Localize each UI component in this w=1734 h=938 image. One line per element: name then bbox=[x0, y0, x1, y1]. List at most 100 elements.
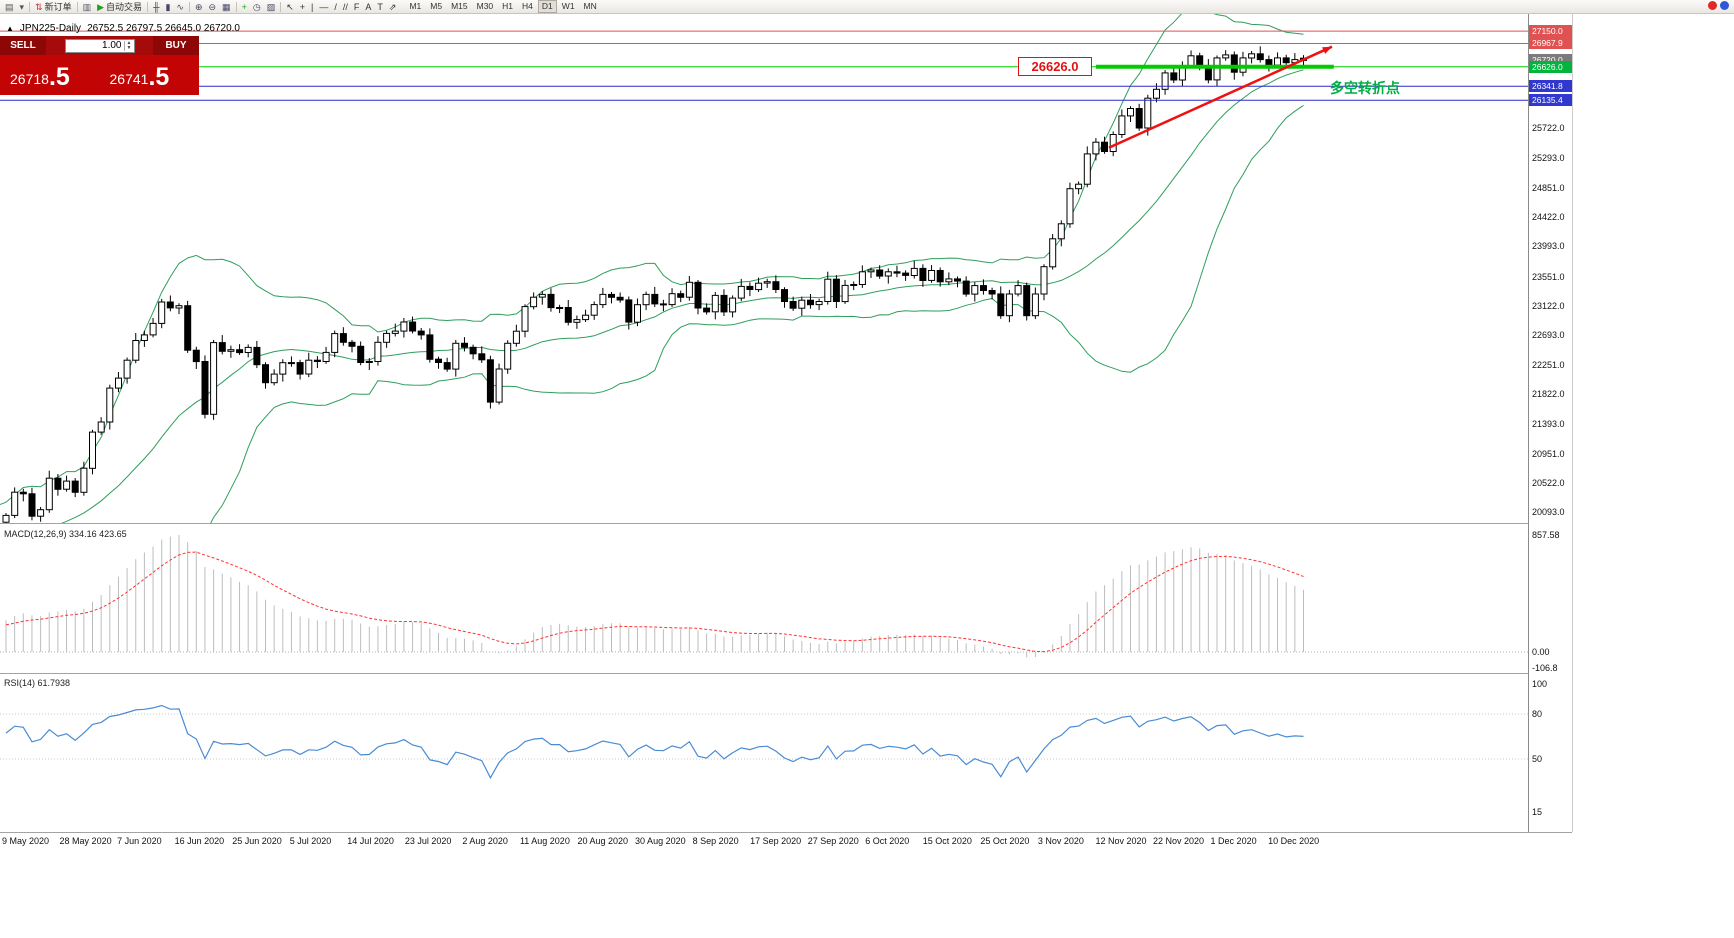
market-watch-button[interactable]: ▥ bbox=[80, 1, 95, 13]
trend-arrow bbox=[1108, 45, 1333, 149]
cursor-icon: ↖ bbox=[286, 1, 294, 12]
text-button[interactable]: A bbox=[362, 1, 374, 13]
buy-price[interactable]: 26741.5 bbox=[100, 55, 200, 95]
arrow-tools-button[interactable]: ⇗ bbox=[386, 1, 400, 13]
one-click-trading-panel: SELL 1.00 ▲ ▼ BUY 26718.5 26741.5 bbox=[0, 36, 199, 95]
horizontal-line-button[interactable]: — bbox=[316, 1, 331, 13]
crosshair-icon: + bbox=[299, 1, 306, 12]
rsi-name: RSI(14) bbox=[4, 678, 36, 688]
new-chart-button[interactable]: ▤ bbox=[2, 1, 17, 13]
tile-windows-icon: ▦ bbox=[222, 1, 231, 12]
tile-windows-button[interactable]: ▦ bbox=[219, 1, 234, 13]
zoom-in-button[interactable]: ⊕ bbox=[192, 1, 206, 13]
horizontal-line-icon: — bbox=[319, 1, 329, 12]
volume-stepper[interactable]: ▲ ▼ bbox=[123, 39, 134, 51]
macd-signal-line bbox=[5, 551, 1304, 653]
new-chart-icon: ▤ bbox=[5, 1, 14, 12]
sell-price[interactable]: 26718.5 bbox=[0, 55, 100, 95]
candlestick-chart-button[interactable]: ▮ bbox=[162, 1, 173, 13]
price-tag: 26135.4 bbox=[1529, 94, 1572, 106]
buy-button[interactable]: BUY bbox=[153, 36, 199, 55]
panel-separator[interactable] bbox=[0, 673, 1572, 674]
crosshair-button[interactable]: + bbox=[297, 1, 308, 13]
stepper-up-icon[interactable]: ▲ bbox=[126, 39, 132, 46]
stepper-down-icon[interactable]: ▼ bbox=[126, 44, 132, 51]
trend-arrow-head bbox=[1322, 46, 1332, 54]
line-chart-button[interactable]: ∿ bbox=[173, 1, 187, 13]
macd-panel[interactable] bbox=[0, 527, 1528, 672]
bar-chart-button[interactable]: ╫ bbox=[150, 1, 162, 13]
toolbar-separator bbox=[188, 1, 190, 12]
zoom-in-icon: ⊕ bbox=[194, 1, 203, 12]
timeframe-m5[interactable]: M5 bbox=[430, 1, 443, 11]
date-label: 15 Oct 2020 bbox=[922, 836, 972, 846]
new-order-button[interactable]: ⇅ 新订单 bbox=[32, 1, 75, 13]
cursor-button[interactable]: ↖ bbox=[283, 1, 297, 13]
turning-point-annotation: 多空转折点 bbox=[1330, 80, 1400, 96]
auto-trading-button[interactable]: ▶ 自动交易 bbox=[94, 1, 145, 13]
fibonacci-button[interactable]: F bbox=[351, 1, 363, 13]
macd-axis-label: -106.8 bbox=[1532, 663, 1558, 673]
panel-separator[interactable] bbox=[0, 523, 1572, 524]
community-blue-icon[interactable] bbox=[1720, 1, 1729, 10]
sell-price-pips: .5 bbox=[48, 63, 70, 91]
timeframe-d1[interactable]: D1 bbox=[537, 0, 557, 13]
macd-values: 334.16 423.65 bbox=[69, 529, 127, 539]
date-label: 9 May 2020 bbox=[2, 836, 50, 846]
buy-price-main: 26741 bbox=[109, 71, 149, 87]
main-toolbar: ▤ ▾ ⇅ 新订单 ▥ ▶ 自动交易 ╫ ▮ ∿ ⊕ ⊖ ▦ + ◷ ▨ ↖ + | — ///F A T ⇗ M1 M5 M15 M… bbox=[0, 0, 1734, 14]
macd-axis-label: 0.00 bbox=[1532, 647, 1550, 657]
date-label: 8 Sep 2020 bbox=[692, 836, 739, 846]
rsi-panel[interactable] bbox=[0, 676, 1528, 831]
timeframe-m30[interactable]: M30 bbox=[476, 1, 494, 11]
toolbar-separator bbox=[76, 1, 78, 12]
profiles-button[interactable]: ▾ bbox=[17, 1, 28, 13]
rsi-label: RSI(14) 61.7938 bbox=[4, 678, 70, 688]
rsi-value: 61.7938 bbox=[37, 678, 71, 688]
indicators-button[interactable]: + bbox=[239, 1, 250, 13]
chart-ohlc: 26752.5 26797.5 26645.0 26720.0 bbox=[87, 23, 240, 34]
axis-border bbox=[1528, 14, 1529, 832]
price-tag: 26341.8 bbox=[1529, 80, 1572, 92]
axis-label: 20951.0 bbox=[1532, 449, 1565, 459]
alert-red-icon[interactable] bbox=[1708, 1, 1717, 10]
bollinger-bands bbox=[0, 14, 1304, 523]
price-axis[interactable]: 25722.0 25293.0 24851.0 24422.0 23993.0 23551… bbox=[1529, 14, 1573, 832]
date-label: 6 Oct 2020 bbox=[865, 836, 910, 846]
axis-label: 24422.0 bbox=[1532, 212, 1565, 222]
periods-button[interactable]: ◷ bbox=[250, 1, 264, 13]
price-callout[interactable]: 26626.0 bbox=[1018, 57, 1092, 76]
timeframe-m1[interactable]: M1 bbox=[409, 1, 422, 11]
trendline-button[interactable]: / bbox=[331, 1, 340, 13]
axis-label: 20522.0 bbox=[1532, 478, 1565, 488]
timeframe-w1[interactable]: W1 bbox=[561, 1, 575, 11]
macd-axis-label: 857.58 bbox=[1532, 530, 1560, 540]
date-label: 7 Jun 2020 bbox=[117, 836, 162, 846]
timeframe-h1[interactable]: H1 bbox=[502, 1, 514, 11]
volume-input[interactable]: 1.00 ▲ ▼ bbox=[64, 38, 135, 53]
toolbar-separator bbox=[280, 1, 282, 12]
macd-name: MACD(12,26,9) bbox=[4, 529, 67, 539]
panel-separator bbox=[0, 832, 1572, 833]
zoom-out-button[interactable]: ⊖ bbox=[206, 1, 220, 13]
equidistant-channel-button[interactable]: // bbox=[340, 1, 351, 13]
auto-trading-icon: ▶ bbox=[97, 1, 105, 12]
date-label: 16 Jun 2020 bbox=[174, 836, 225, 846]
fibonacci-icon: F bbox=[353, 1, 360, 12]
templates-button[interactable]: ▨ bbox=[264, 1, 279, 13]
date-label: 25 Oct 2020 bbox=[980, 836, 1030, 846]
vertical-line-button[interactable]: | bbox=[308, 1, 316, 13]
date-label: 27 Sep 2020 bbox=[807, 836, 859, 846]
sell-button[interactable]: SELL bbox=[0, 36, 46, 55]
price-chart[interactable] bbox=[0, 14, 1528, 523]
text-label-button[interactable]: T bbox=[374, 1, 386, 13]
timeframe-mn[interactable]: MN bbox=[583, 1, 597, 11]
candles bbox=[2, 46, 1307, 523]
date-axis[interactable]: 9 May 2020 28 May 2020 7 Jun 2020 16 Jun 20… bbox=[0, 833, 1528, 849]
timeframe-m15[interactable]: M15 bbox=[451, 1, 468, 11]
date-label: 20 Aug 2020 bbox=[577, 836, 629, 846]
timeframe-h4[interactable]: H4 bbox=[522, 1, 533, 11]
date-label: 5 Jul 2020 bbox=[289, 836, 332, 846]
toolbar-separator bbox=[147, 1, 149, 12]
date-label: 2 Aug 2020 bbox=[462, 836, 508, 846]
